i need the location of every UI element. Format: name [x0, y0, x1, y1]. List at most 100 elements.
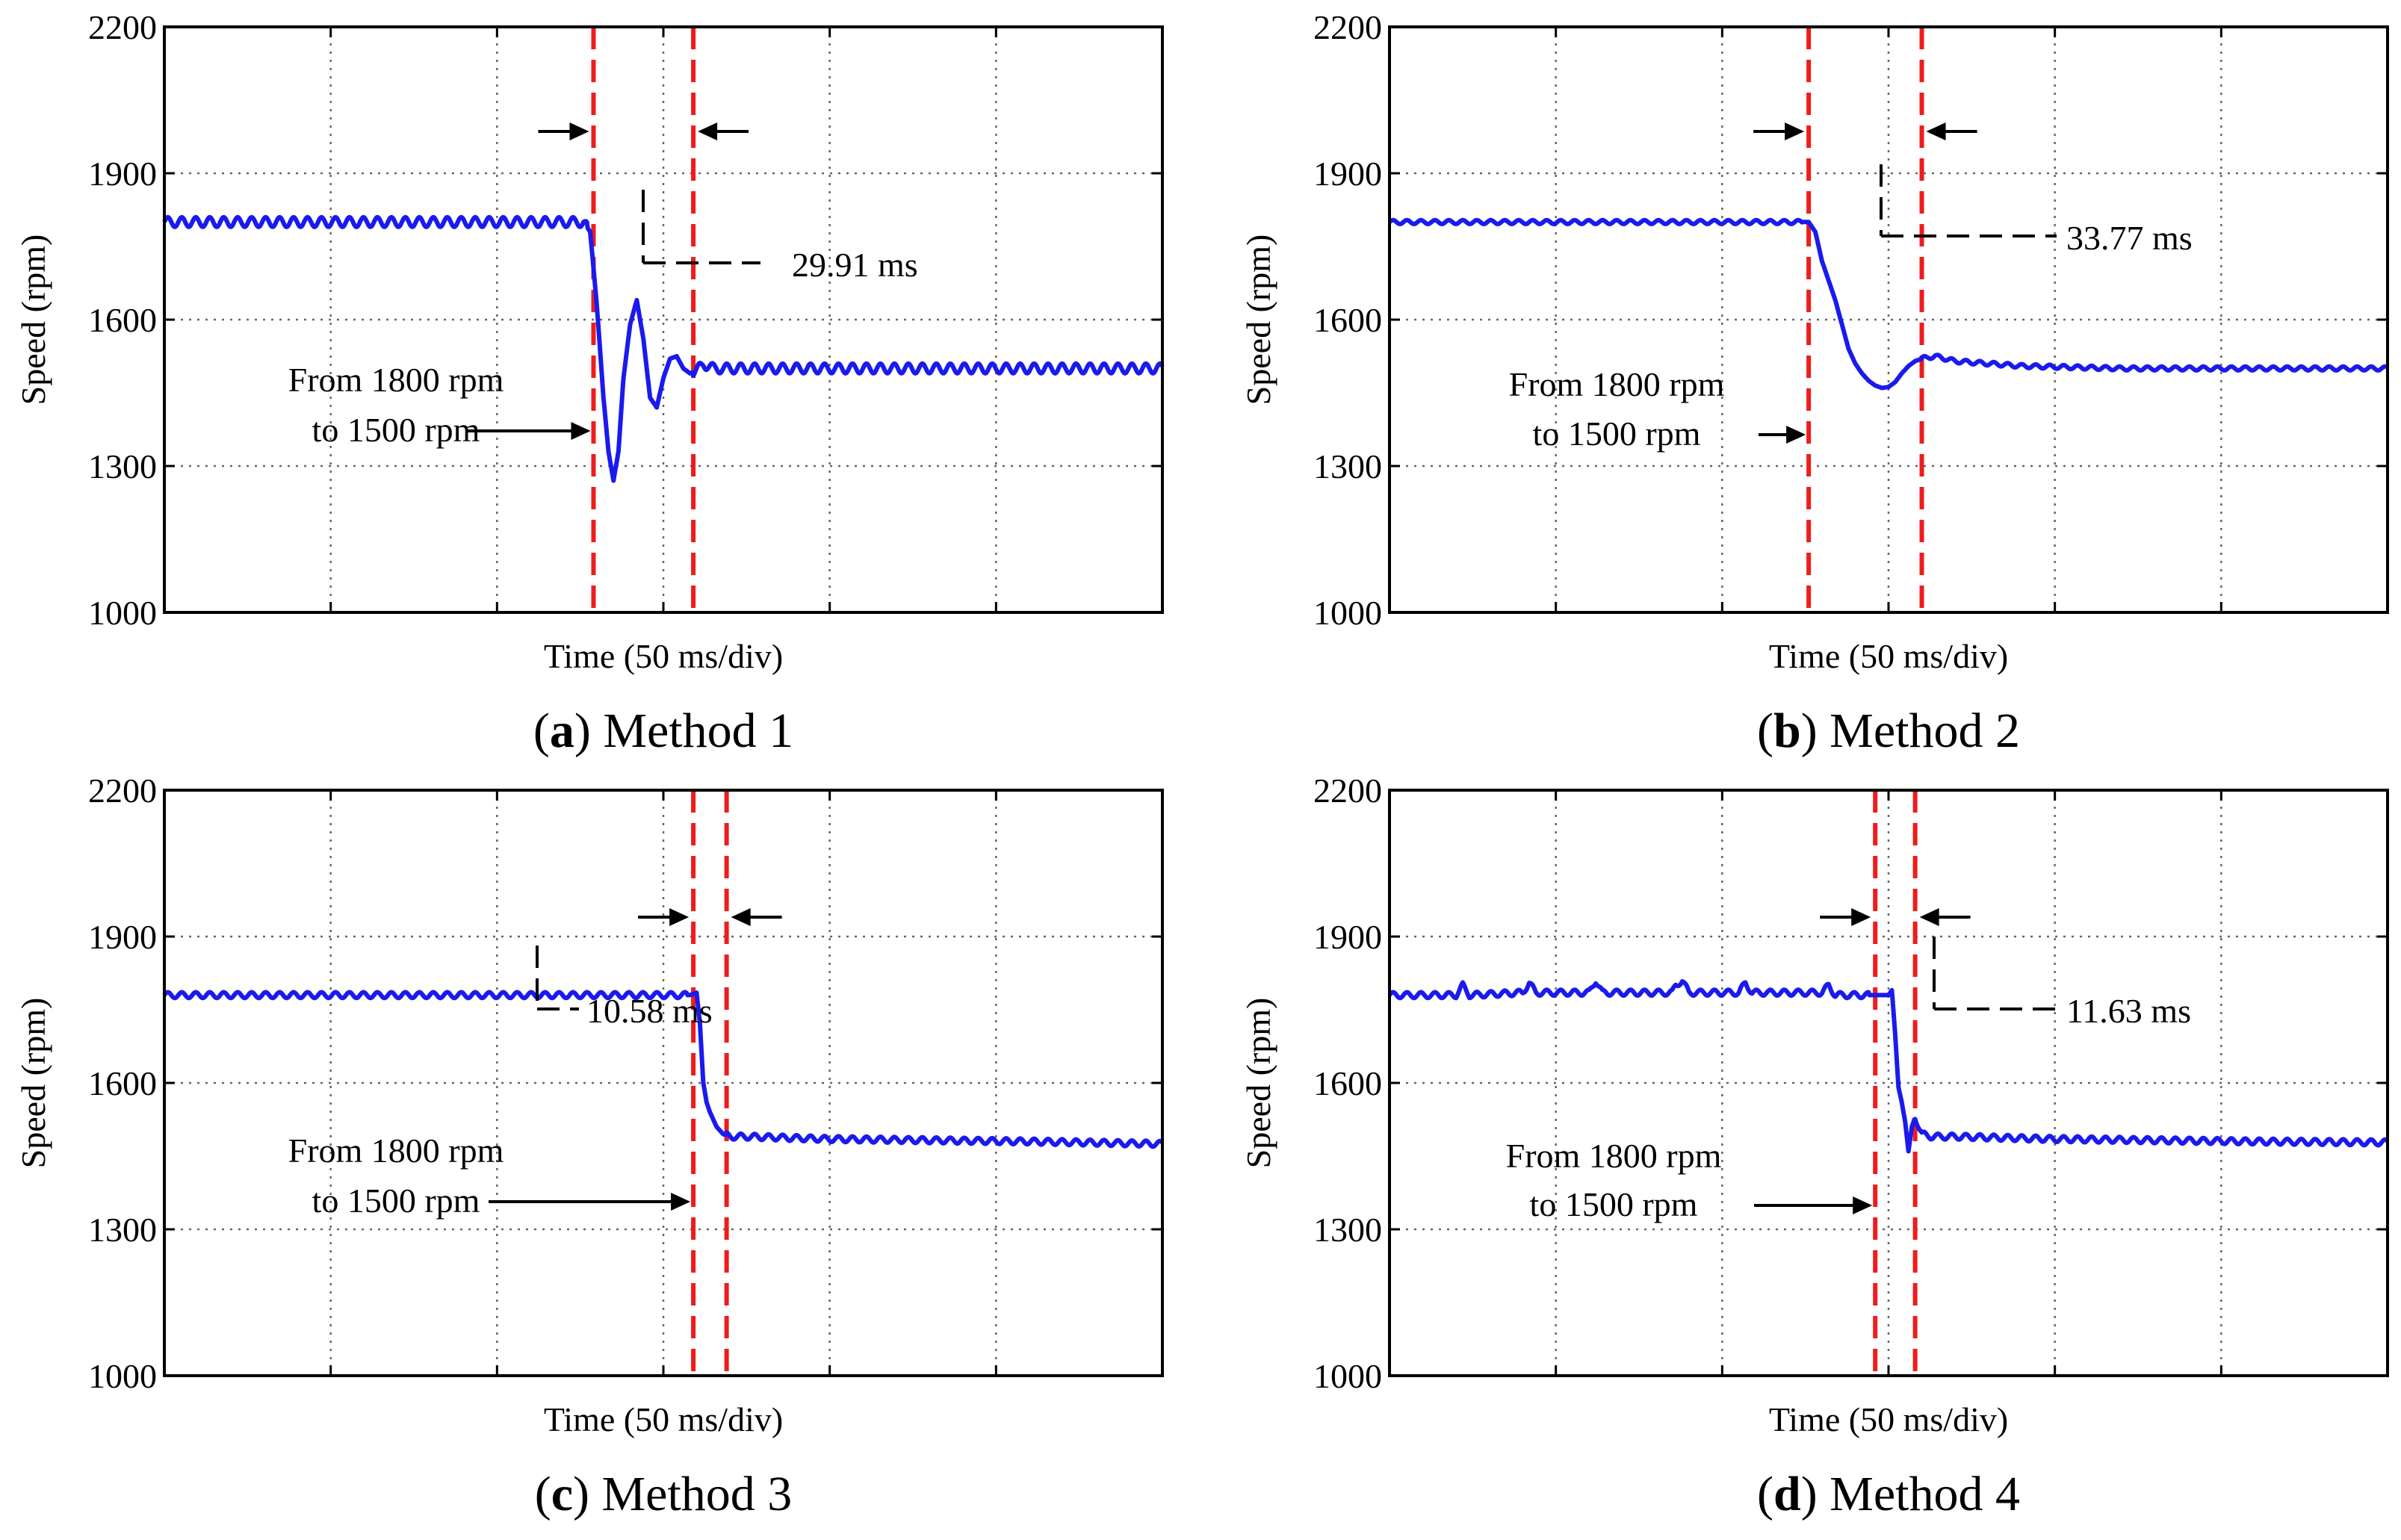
y-tick-label: 1900: [88, 155, 157, 193]
y-tick-label: 2200: [1313, 771, 1382, 810]
step-arrow: [489, 1193, 691, 1211]
plot-frame: [1388, 789, 2389, 1377]
interval-arrow-right-head: [1926, 122, 1946, 140]
speed-series-line: [162, 214, 1165, 483]
y-tick-label: 1900: [1313, 155, 1382, 193]
y-axis-label: Speed (rpm): [1239, 998, 1277, 1169]
interval-arrow-right-head: [698, 122, 718, 140]
interval-arrow-right-head: [731, 908, 751, 926]
y-axis: 1000 1300 1600 1900 2200: [88, 771, 1162, 1395]
interval-arrow-left-head: [1785, 122, 1805, 140]
plot-frame: [163, 25, 1164, 614]
panel-caption: (b) Method 2: [1757, 704, 2020, 758]
grid: [164, 27, 1162, 612]
y-axis-label: Speed (rpm): [14, 235, 52, 406]
caption-paren-close: ): [573, 1467, 601, 1521]
caption-text: Method 4: [1830, 1467, 2020, 1521]
interval-label: 29.91 ms: [792, 246, 918, 284]
y-tick-label: 1900: [1313, 918, 1382, 956]
interval-arrows: [638, 908, 782, 926]
step-label-line1: From 1800 rpm: [288, 361, 504, 399]
caption-letter: d: [1773, 1467, 1801, 1521]
step-label-line1: From 1800 rpm: [1506, 1137, 1722, 1175]
step-label-line2: to 1500 rpm: [312, 1182, 480, 1220]
chart-panel-c: 1000 1300 1600 1900 2200 Speed (rpm) Time (50 …: [14, 771, 1165, 1521]
grid: [1390, 27, 2388, 612]
chart-panel-d: 1000 1300 1600 1900 2200 Speed (rpm) Time (50 …: [1239, 771, 2390, 1521]
step-arrow-head: [671, 1193, 691, 1211]
step-arrow: [1759, 426, 1806, 444]
caption-text: Method 1: [603, 704, 793, 758]
caption-text: Method 2: [1830, 704, 2020, 758]
y-tick-label: 1000: [1313, 1357, 1382, 1395]
x-axis-label: Time (50 ms/div): [1769, 1400, 2008, 1438]
step-arrow-head: [571, 422, 591, 440]
grid: [164, 790, 1162, 1376]
y-axis: 1000 1300 1600 1900 2200: [1313, 771, 2388, 1395]
caption-paren-close: ): [1801, 1467, 1830, 1521]
x-axis-label: Time (50 ms/div): [1769, 637, 2008, 675]
panel-caption: (c) Method 3: [535, 1467, 793, 1521]
step-label-line1: From 1800 rpm: [1509, 365, 1725, 403]
interval-label: 11.63 ms: [2066, 992, 2191, 1030]
y-tick-label: 1600: [1313, 301, 1382, 339]
interval-arrow-left-head: [569, 122, 589, 140]
interval-arrows: [1820, 908, 1971, 926]
chart-panel-b: 1000 1300 1600 1900 2200 Speed (rpm) Time (50 …: [1239, 8, 2389, 758]
y-tick-label: 2200: [88, 771, 157, 810]
speed-series-line: [1388, 217, 2389, 391]
y-tick-label: 1900: [88, 918, 157, 956]
interval-label: 33.77 ms: [2066, 219, 2193, 257]
speed-series-line: [162, 990, 1165, 1149]
caption-letter: a: [550, 704, 574, 758]
caption-text: Method 3: [601, 1467, 792, 1521]
step-label-line1: From 1800 rpm: [288, 1131, 504, 1170]
caption-letter: b: [1773, 704, 1801, 758]
y-tick-label: 1600: [88, 301, 157, 339]
caption-paren-open: (: [1757, 704, 1773, 758]
caption-paren-open: (: [1757, 1467, 1773, 1521]
caption-paren-close: ): [574, 704, 603, 758]
step-label-line2: to 1500 rpm: [312, 411, 480, 449]
step-label-line2: to 1500 rpm: [1533, 415, 1701, 453]
y-axis-label: Speed (rpm): [14, 998, 52, 1169]
caption-paren-open: (: [533, 704, 550, 758]
step-arrow: [1754, 1196, 1873, 1214]
y-tick-label: 1000: [1313, 594, 1382, 632]
y-tick-label: 1000: [88, 1357, 157, 1395]
plot-frame: [163, 789, 1164, 1377]
y-tick-label: 1600: [88, 1064, 157, 1102]
y-tick-label: 1300: [1313, 447, 1382, 485]
caption-paren-close: ): [1801, 704, 1830, 758]
interval-arrows: [538, 122, 749, 140]
y-tick-label: 1300: [88, 1211, 157, 1249]
y-tick-label: 1300: [88, 447, 157, 485]
interval-arrow-right-head: [1919, 908, 1939, 926]
plot-frame: [1388, 25, 2389, 614]
step-arrow-head: [1786, 426, 1806, 444]
chart-panel-a: 1000 1300 1600 1900 2200 Speed (rpm) Time (50 …: [14, 8, 1165, 758]
interval-arrow-left-head: [1851, 908, 1871, 926]
y-tick-label: 2200: [88, 8, 157, 46]
panel-caption: (a) Method 1: [533, 704, 793, 758]
caption-paren-open: (: [535, 1467, 551, 1521]
y-tick-label: 1000: [88, 594, 157, 632]
interval-label: 10.58 ms: [586, 992, 713, 1030]
interval-arrow-left-head: [669, 908, 690, 926]
y-axis-label: Speed (rpm): [1239, 235, 1277, 406]
y-tick-label: 1300: [1313, 1211, 1382, 1249]
y-tick-label: 2200: [1313, 8, 1382, 46]
interval-arrows: [1753, 122, 1977, 140]
speed-series-line: [1387, 979, 2390, 1154]
step-arrow-head: [1853, 1196, 1873, 1214]
x-axis-label: Time (50 ms/div): [544, 637, 783, 675]
y-tick-label: 1600: [1313, 1064, 1382, 1102]
y-axis: 1000 1300 1600 1900 2200: [1313, 8, 2388, 632]
step-arrow: [468, 422, 591, 440]
panel-caption: (d) Method 4: [1757, 1467, 2020, 1521]
step-label-line2: to 1500 rpm: [1530, 1185, 1698, 1223]
caption-letter: c: [551, 1467, 573, 1521]
grid: [1390, 790, 2388, 1376]
x-axis-label: Time (50 ms/div): [544, 1400, 783, 1438]
